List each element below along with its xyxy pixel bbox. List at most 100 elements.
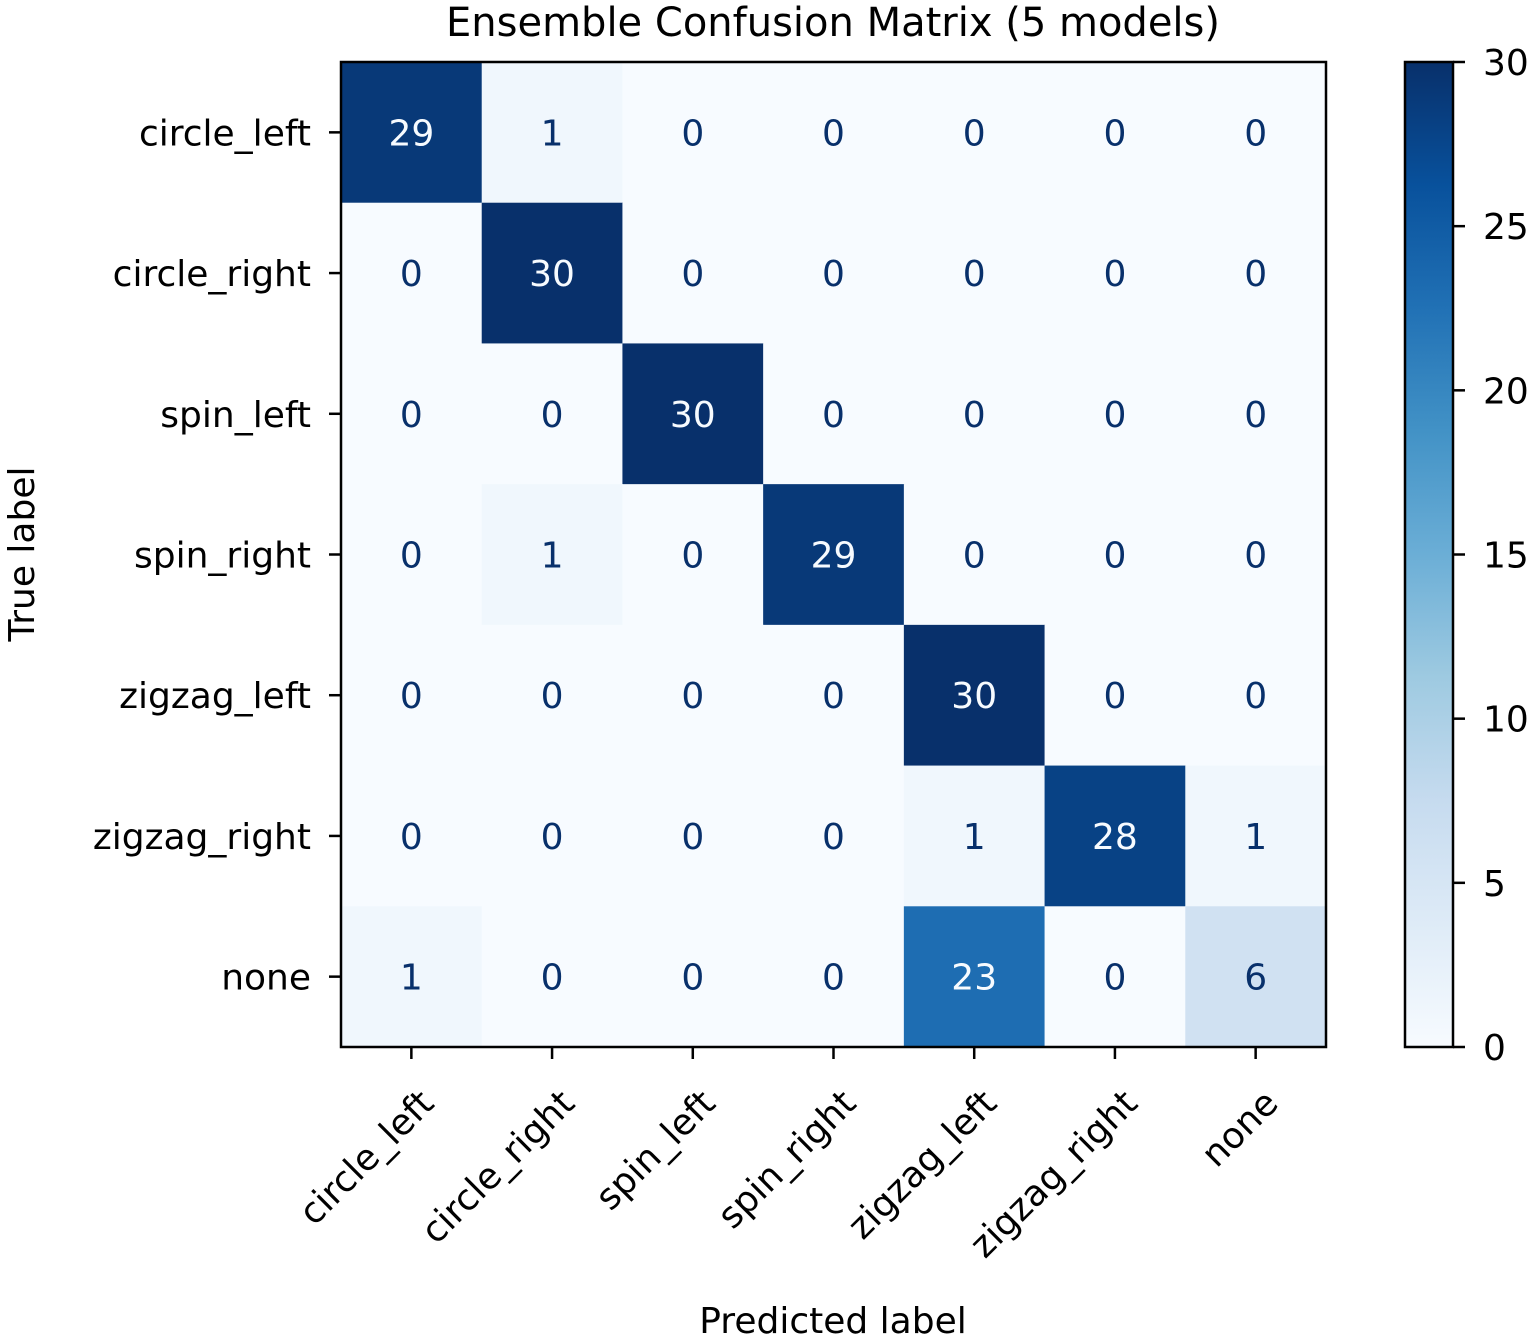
x-tick-label: circle_left	[291, 1083, 442, 1234]
cell-value: 0	[822, 676, 845, 717]
y-tick-label: circle_right	[113, 254, 311, 295]
cell-value: 30	[529, 254, 575, 295]
x-tick-label: spin_left	[588, 1083, 724, 1219]
matrix-cell	[341, 906, 483, 1048]
cell-value: 1	[963, 817, 986, 858]
matrix-cell	[622, 202, 764, 344]
matrix-cell	[481, 202, 623, 344]
cell-value: 30	[670, 395, 716, 436]
matrix-cell	[481, 343, 623, 485]
matrix-cell	[481, 62, 623, 204]
y-tick-label: zigzag_right	[93, 817, 311, 858]
matrix-cell	[903, 484, 1046, 626]
cell-value: 28	[1092, 817, 1138, 858]
x-tick-label: spin_right	[710, 1083, 864, 1237]
matrix-cell	[1044, 484, 1186, 626]
matrix-cell	[1185, 484, 1327, 626]
matrix-cell	[341, 202, 483, 344]
cell-value: 0	[541, 676, 564, 717]
cell-value: 1	[541, 113, 564, 154]
cell-value: 0	[541, 817, 564, 858]
cell-value: 0	[1244, 113, 1267, 154]
matrix-cell	[1044, 202, 1186, 344]
matrix-cell	[341, 484, 483, 626]
matrix-cell	[341, 62, 483, 204]
matrix-cell	[903, 906, 1046, 1048]
matrix-cell	[622, 624, 764, 767]
cell-value: 0	[681, 113, 704, 154]
colorbar-tick-label: 25	[1483, 207, 1529, 248]
matrix-cell	[763, 624, 905, 767]
matrix-cell	[763, 765, 905, 907]
matrix-cell	[903, 765, 1046, 907]
colorbar-tick-label: 20	[1483, 371, 1529, 412]
y-axis-label: True label	[2, 467, 43, 643]
matrix-cell	[1185, 343, 1327, 485]
matrix-cell	[763, 484, 905, 626]
x-tick-label: none	[1194, 1083, 1286, 1175]
cell-value: 30	[951, 676, 997, 717]
cell-value: 1	[1244, 817, 1267, 858]
cell-value: 29	[811, 536, 857, 577]
matrix-cells	[341, 62, 1327, 1048]
cell-value: 0	[400, 676, 423, 717]
cell-value: 0	[822, 817, 845, 858]
matrix-cell	[903, 624, 1046, 767]
cell-value: 6	[1244, 958, 1267, 999]
cell-value: 0	[681, 676, 704, 717]
y-axis-ticks: circle_left circle_right spin_left spin_rig…	[93, 113, 341, 999]
cell-value: 0	[681, 958, 704, 999]
matrix-cell	[341, 343, 483, 485]
matrix-cell	[622, 62, 764, 204]
cell-value: 0	[1244, 676, 1267, 717]
cell-value: 0	[1244, 536, 1267, 577]
cell-value: 0	[822, 395, 845, 436]
cell-value: 0	[681, 536, 704, 577]
cell-value: 1	[400, 958, 423, 999]
matrix-cell	[1044, 62, 1186, 204]
cell-value: 0	[1103, 395, 1126, 436]
matrix-cell	[622, 343, 764, 485]
matrix-cell	[341, 624, 483, 767]
cell-value: 29	[388, 113, 434, 154]
colorbar-tick-label: 15	[1483, 536, 1529, 577]
matrix-cell	[1185, 765, 1327, 907]
matrix-cell	[763, 906, 905, 1048]
cell-value: 0	[1103, 536, 1126, 577]
matrix-cell	[1044, 765, 1186, 907]
colorbar	[1403, 60, 1455, 1049]
matrix-cell	[1044, 906, 1186, 1048]
cell-value: 0	[1103, 113, 1126, 154]
y-tick-label: spin_right	[134, 536, 311, 577]
matrix-cell	[1185, 624, 1327, 767]
matrix-cell	[481, 624, 623, 767]
matrix-cell	[622, 484, 764, 626]
cell-value: 0	[822, 958, 845, 999]
cell-value: 0	[963, 395, 986, 436]
colorbar-tick-label: 5	[1483, 864, 1506, 905]
y-tick-label: circle_left	[139, 113, 311, 154]
colorbar-tick-label: 0	[1483, 1028, 1506, 1069]
matrix-cell	[763, 343, 905, 485]
matrix-cell	[481, 906, 623, 1048]
cell-value: 0	[400, 254, 423, 295]
matrix-cell	[1044, 343, 1186, 485]
cell-value: 0	[1103, 254, 1126, 295]
matrix-cell	[622, 765, 764, 907]
cell-value: 0	[1244, 254, 1267, 295]
matrix-cell	[1185, 62, 1327, 204]
y-tick-label: none	[221, 958, 311, 999]
matrix-cell	[341, 765, 483, 907]
matrix-cell	[903, 343, 1046, 485]
colorbar-tick-label: 30	[1483, 43, 1529, 84]
x-axis-label: Predicted label	[699, 1301, 967, 1337]
cell-value: 0	[963, 113, 986, 154]
colorbar-tick-label: 10	[1483, 700, 1529, 741]
matrix-cell	[481, 484, 623, 626]
matrix-cell	[622, 906, 764, 1048]
cell-value: 0	[1244, 395, 1267, 436]
cell-value: 0	[822, 254, 845, 295]
